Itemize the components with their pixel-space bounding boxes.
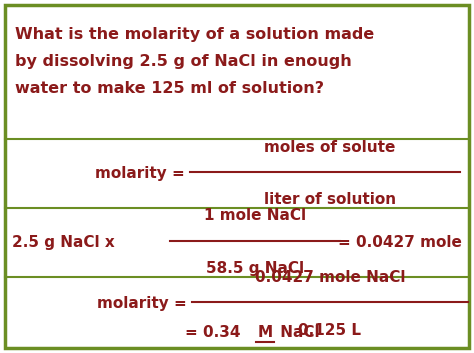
Text: water to make 125 ml of solution?: water to make 125 ml of solution? xyxy=(15,81,324,96)
Text: molarity =: molarity = xyxy=(95,166,190,181)
Text: 0.125 L: 0.125 L xyxy=(299,323,362,338)
Text: 2.5 g NaCl x: 2.5 g NaCl x xyxy=(12,235,115,250)
Text: 58.5 g NaCl: 58.5 g NaCl xyxy=(206,262,304,276)
Text: 1 mole NaCl: 1 mole NaCl xyxy=(204,209,306,223)
Text: What is the molarity of a solution made: What is the molarity of a solution made xyxy=(15,27,374,42)
Text: NaCl: NaCl xyxy=(275,325,319,340)
Text: = 0.34: = 0.34 xyxy=(185,325,246,340)
Text: 0.0427 mole NaCl: 0.0427 mole NaCl xyxy=(255,270,405,285)
Text: M: M xyxy=(257,325,273,340)
Text: moles of solute: moles of solute xyxy=(264,139,396,155)
Text: = 0.0427 mole: = 0.0427 mole xyxy=(338,235,462,250)
Text: molarity =: molarity = xyxy=(97,297,192,311)
Text: by dissolving 2.5 g of NaCl in enough: by dissolving 2.5 g of NaCl in enough xyxy=(15,54,352,69)
Text: liter of solution: liter of solution xyxy=(264,192,396,208)
